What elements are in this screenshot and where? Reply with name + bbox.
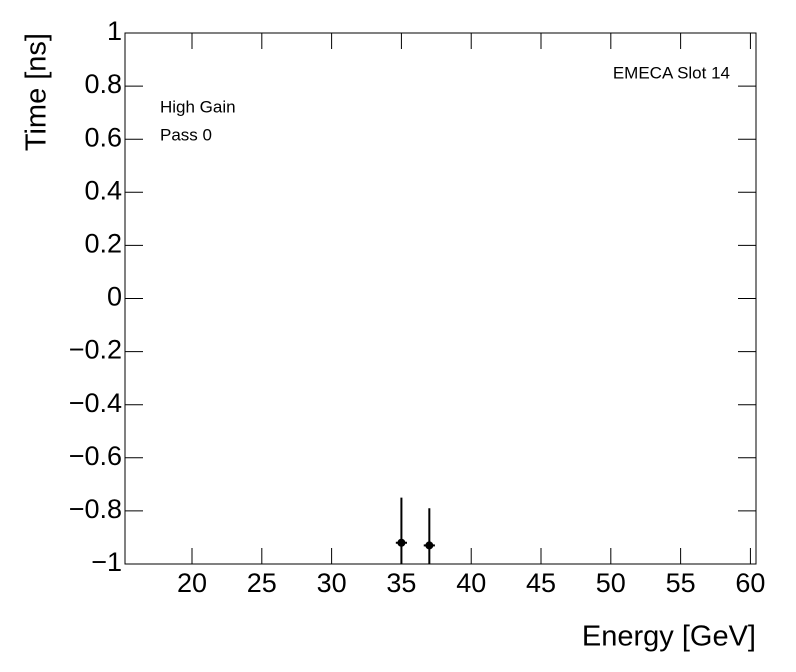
y-tick-label: −0.4 [69, 388, 122, 418]
y-tick-label: 0.4 [84, 175, 122, 205]
x-axis-title: Energy [GeV] [582, 621, 756, 653]
x-tick-label: 30 [317, 568, 347, 598]
y-tick-label: −1 [91, 547, 122, 577]
x-tick-label: 40 [456, 568, 486, 598]
x-tick-label: 35 [386, 568, 416, 598]
x-tick-label: 45 [526, 568, 556, 598]
x-tick-label: 60 [735, 568, 765, 598]
x-tick-label: 20 [177, 568, 207, 598]
y-tick-label: −0.2 [69, 335, 122, 365]
y-tick-label: 0.8 [84, 69, 122, 99]
y-tick-label: −0.6 [69, 441, 122, 471]
plot-area [395, 497, 435, 564]
y-axis-title: Time [ns] [21, 33, 53, 151]
point [397, 538, 406, 547]
x-tick-label: 25 [247, 568, 277, 598]
y-tick-label: 1 [107, 16, 122, 46]
x-tick-label: 55 [666, 568, 696, 598]
annotation: High Gain [160, 97, 236, 116]
y-tick-label: 0.2 [84, 229, 122, 259]
y-tick-label: 0 [107, 282, 122, 312]
y-tick-label: 0.6 [84, 122, 122, 152]
annotation: EMECA Slot 14 [613, 63, 730, 82]
annotation: Pass 0 [160, 125, 212, 144]
x-tick-label: 50 [596, 568, 626, 598]
y-tick-label: −0.8 [69, 494, 122, 524]
point [425, 541, 434, 550]
